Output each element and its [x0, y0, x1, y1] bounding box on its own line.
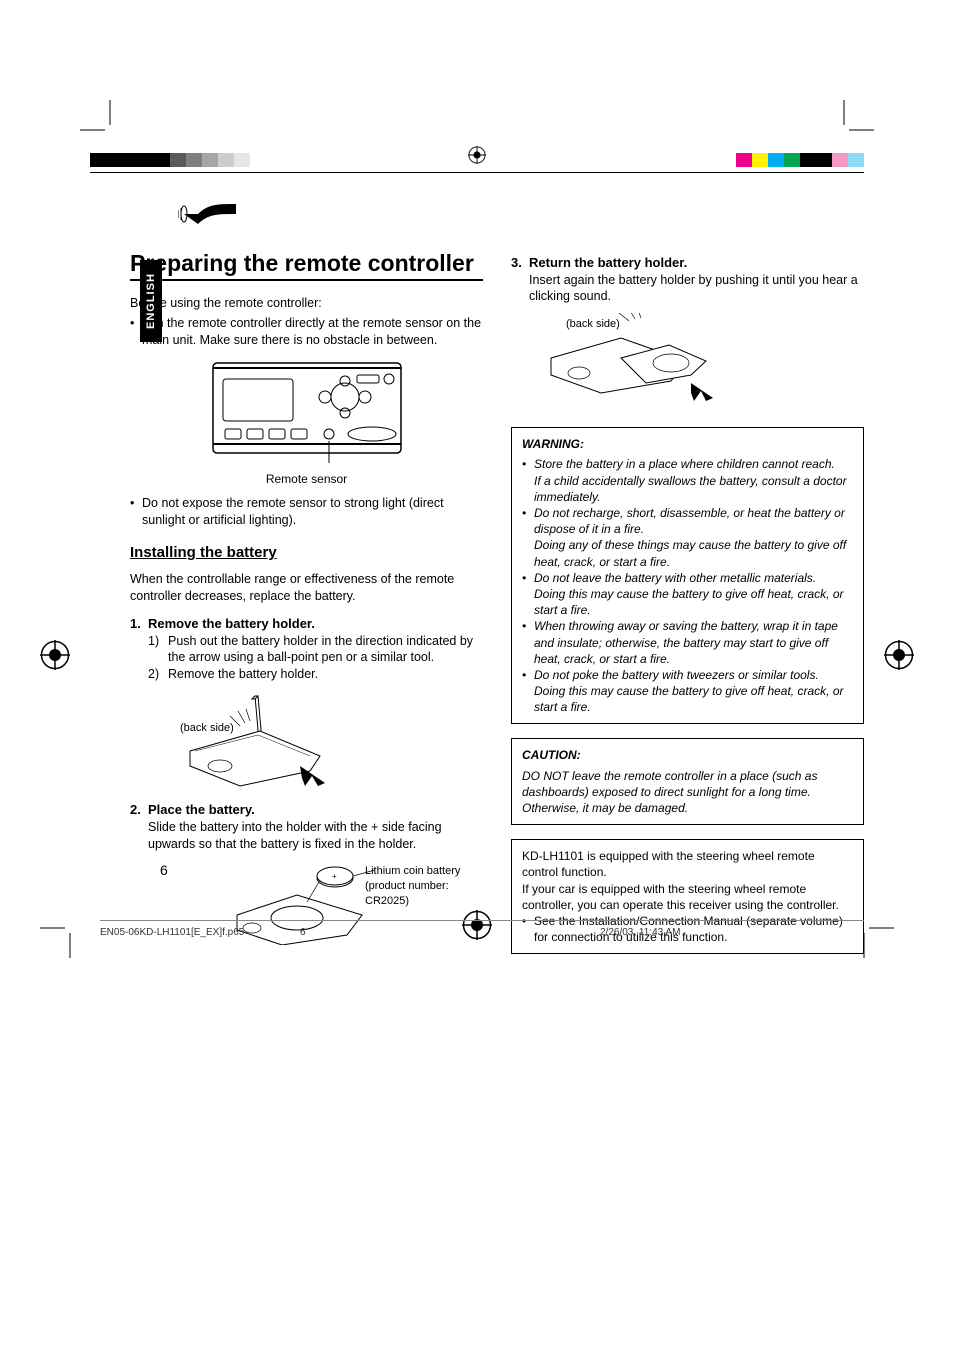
step-1: 1. Remove the battery holder. 1)Push out… [130, 615, 483, 683]
right-column: 3. Return the battery holder. Insert aga… [511, 250, 864, 958]
crop-mark-bl [40, 918, 80, 958]
section-intro: When the controllable range or effective… [130, 571, 483, 605]
page-number: 6 [160, 862, 168, 878]
figure-remove-holder: (back side) [130, 691, 483, 791]
footer-date: 2/26/03, 11:43 AM [500, 927, 864, 938]
back-side-label: (back side) [180, 721, 234, 736]
intro-text: Before using the remote controller: [130, 295, 483, 312]
warning-item: •Do not poke the battery with tweezers o… [522, 667, 853, 716]
back-side-label-2: (back side) [566, 317, 620, 332]
content-columns: Preparing the remote controller Before u… [90, 250, 864, 958]
intro-bullet-2: •Do not expose the remote sensor to stro… [130, 495, 483, 529]
warning-item: •Store the battery in a place where chil… [522, 456, 853, 505]
step-3: 3. Return the battery holder. Insert aga… [511, 254, 864, 305]
page-title: Preparing the remote controller [130, 250, 483, 281]
info-p2: If your car is equipped with the steerin… [522, 881, 853, 913]
figure-return-holder: (back side) [511, 313, 864, 413]
colorstrip-left [90, 153, 250, 167]
registration-mark-right-icon [884, 640, 914, 670]
warning-item: •When throwing away or saving the batter… [522, 618, 853, 667]
step-2: 2. Place the battery. Slide the battery … [130, 801, 483, 852]
warning-item: •Do not leave the battery with other met… [522, 570, 853, 619]
section-heading: Installing the battery [130, 543, 483, 563]
figure-caption: Remote sensor [130, 471, 483, 487]
warning-item: •Do not recharge, short, disassemble, or… [522, 505, 853, 570]
warning-box: WARNING: •Store the battery in a place w… [511, 427, 864, 724]
footer-filename: EN05-06KD-LH1101[E_EX]f.p65 [100, 927, 300, 938]
caution-box: CAUTION: DO NOT leave the remote control… [511, 738, 864, 825]
caution-body: DO NOT leave the remote controller in a … [522, 768, 853, 817]
colorstrip-right [736, 153, 864, 167]
registration-mark-icon [468, 146, 486, 164]
back-arrow-icon [178, 200, 238, 228]
caution-heading: CAUTION: [522, 747, 853, 763]
footer-page: 6 [300, 927, 500, 938]
page: ENGLISH Preparing the remote controller … [0, 0, 954, 1018]
battery-label: Lithium coin battery (product number: CR… [365, 864, 465, 909]
intro-bullet-1: •Aim the remote controller directly at t… [130, 315, 483, 349]
language-tab: ENGLISH [140, 260, 162, 342]
print-footer: EN05-06KD-LH1101[E_EX]f.p65 6 2/26/03, 1… [100, 920, 864, 938]
print-colorstrip [90, 148, 864, 172]
crop-mark-tl [80, 100, 120, 140]
registration-mark-left-icon [40, 640, 70, 670]
crop-mark-tr [834, 100, 874, 140]
figure-remote-sensor: Remote sensor [130, 357, 483, 487]
warning-heading: WARNING: [522, 436, 853, 452]
info-p1: KD-LH1101 is equipped with the steering … [522, 848, 853, 880]
svg-text:+: + [332, 872, 337, 881]
left-column: Preparing the remote controller Before u… [90, 250, 483, 958]
